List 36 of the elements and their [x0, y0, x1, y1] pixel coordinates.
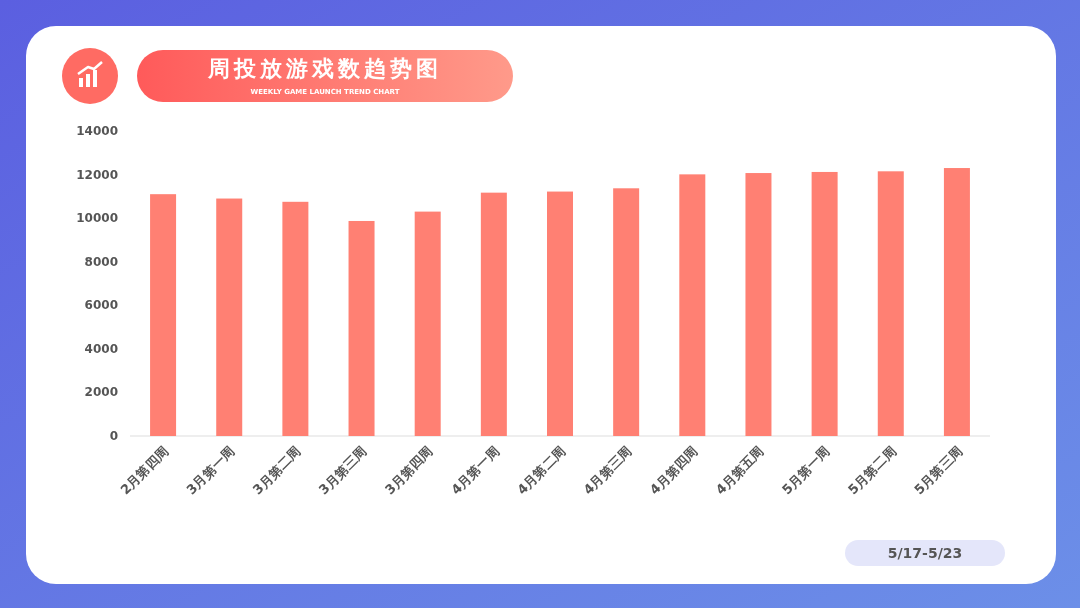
bar — [613, 188, 640, 436]
bar — [150, 194, 177, 436]
y-tick-label: 12000 — [76, 167, 118, 182]
bar — [811, 171, 838, 436]
y-tick-label: 0 — [109, 429, 118, 443]
x-tick-label: 5月第三周 — [911, 443, 966, 498]
x-tick-label: 3月第一周 — [183, 443, 238, 498]
y-tick-label: 6000 — [84, 298, 118, 313]
y-tick-label: 10000 — [76, 211, 118, 226]
y-tick-label: 8000 — [84, 254, 118, 269]
bar — [480, 192, 507, 436]
x-tick-label: 3月第二周 — [249, 443, 304, 498]
y-tick-label: 4000 — [84, 341, 118, 356]
y-tick-label: 2000 — [84, 385, 118, 400]
bar — [547, 191, 573, 436]
x-tick-label: 5月第二周 — [845, 443, 899, 498]
bar — [414, 211, 441, 436]
bar — [877, 171, 904, 436]
text: 5/17-5/23 — [887, 545, 963, 561]
x-tick-label: 5月第一周 — [778, 443, 833, 498]
x-tick-label: 4月第二周 — [514, 443, 569, 498]
x-tick-label: 2月第四周 — [117, 443, 172, 498]
x-tick-label: 4月第一周 — [448, 443, 502, 498]
x-tick-label: 3月第三周 — [315, 443, 370, 498]
x-tick-label: 4月第五周 — [712, 443, 767, 498]
x-tick-label: 4月第四周 — [646, 443, 701, 498]
bar — [745, 173, 772, 436]
bar — [943, 168, 970, 436]
bar — [282, 201, 309, 436]
chart-title: 周投放游戏数趋势图 — [207, 56, 442, 81]
y-tick-label: 14000 — [76, 124, 118, 138]
bar — [679, 174, 706, 436]
x-tick-label: 4月第三周 — [580, 443, 635, 498]
bar — [216, 198, 243, 436]
bar — [348, 220, 375, 436]
x-tick-label: 3月第四周 — [382, 443, 436, 498]
